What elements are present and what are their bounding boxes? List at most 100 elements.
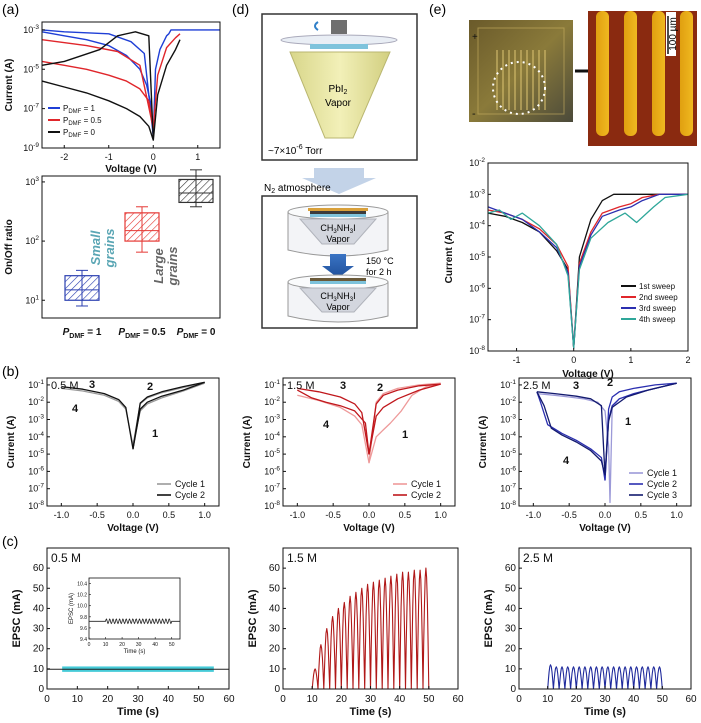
b-1.5M-xtick-label: 0.5 (399, 510, 412, 520)
film-layer-1 (310, 211, 366, 214)
b-0.5M-series-3 (132, 381, 205, 450)
n2-label: N2 atmosphere (264, 183, 331, 195)
legend-label: PDMF = 1 (63, 104, 95, 115)
b-1.5M-ytick-label: 10-5 (264, 448, 280, 459)
chart-e-iv: -1 0 1 2 10-8 10-7 10-6 10-5 10-4 10-3 10-2 Voltage… (444, 157, 691, 380)
anneal-temperature: 150 °C (366, 256, 394, 266)
b-2.5M-ytick-label: 10-7 (500, 483, 516, 494)
b-1.5M-xtick-label: -1.0 (290, 510, 306, 520)
scale-bar-label: 100 µm (668, 17, 679, 51)
b-2.5M-ytick-label: 10-5 (500, 448, 516, 459)
b-1.5M-ytick-label: 10-7 (264, 483, 280, 494)
sweep-number: 2 (147, 381, 153, 393)
box-category-label: PDMF = 0.5 (118, 327, 166, 340)
annotation-small: Small (88, 230, 103, 265)
c-0.5M-xtick-label: 50 (193, 694, 205, 705)
e-iv-ytick-label: 10-4 (469, 220, 485, 231)
e-iv-ytick-label: 10-6 (469, 282, 485, 293)
b-2.5M-xtick-label: 0.0 (599, 510, 612, 520)
inset-xtick-label: 20 (119, 642, 125, 648)
inset-ytick-label: 9.8 (80, 615, 87, 621)
c-1.5M-ytick-label: 20 (269, 644, 281, 655)
inset-xtick-label: 0 (88, 642, 91, 648)
inset-ylabel: EPSC (mA) (69, 593, 75, 624)
micrograph-finger-3 (652, 11, 665, 136)
panel-label-d: (d) (232, 1, 249, 17)
inset-trace (89, 618, 180, 625)
b-2.5M-ytick-label: 10-2 (500, 396, 516, 407)
b-2.5M-xtick-label: 1.0 (670, 510, 683, 520)
e-iv-ytick-label: 10-2 (469, 157, 485, 168)
device-electrodes (496, 50, 546, 110)
b-1.5M-series-2 (297, 383, 441, 455)
b-1.5M-xlabel: Voltage (V) (343, 523, 394, 534)
annotation-grains-2: grains (165, 246, 180, 286)
c-2.5M-ylabel: EPSC (mA) (483, 589, 495, 647)
a-bottom-ytick-label: 103 (25, 176, 39, 187)
a-top-ytick-label: 10-7 (23, 103, 39, 114)
c-1.5M-xtick-label: 30 (365, 694, 377, 705)
b-2.5M-xtick-label: 0.5 (635, 510, 648, 520)
a-top-series-4 (41, 39, 181, 141)
b-1.5M-ytick-label: 10-3 (264, 414, 280, 425)
selected-area-circle (492, 61, 546, 115)
c-2.5M-xtick-label: 10 (542, 694, 554, 705)
e-iv-ytick-label: 10-7 (469, 314, 485, 325)
c-0.5M-xtick-label: 20 (102, 694, 114, 705)
b-2.5M-series-2 (604, 382, 677, 481)
sweep-number: 2 (377, 382, 383, 394)
b-0.5M-series-2 (61, 381, 205, 450)
a-bottom-ytick-label: 101 (25, 294, 39, 305)
c-1.5M-xtick-label: 50 (423, 694, 435, 705)
legend-label: Cycle 2 (647, 479, 677, 489)
b-1.5M-ytick-label: 10-1 (264, 379, 280, 390)
sweep-number: 1 (402, 429, 408, 441)
c-0.5M-xtick-label: 0 (44, 694, 50, 705)
stage-holder (331, 20, 347, 34)
b-1.5M-ytick-label: 10-6 (264, 465, 280, 476)
legend-label: Cycle 2 (411, 490, 441, 500)
b-0.5M-ytick-label: 10-5 (28, 448, 44, 459)
b-0.5M-ytick-label: 10-1 (28, 379, 44, 390)
c-1.5M-ytick-label: 0 (274, 684, 280, 695)
c-0.5M-xlabel: Time (s) (117, 706, 159, 718)
c-0.5M-ytick-label: 60 (33, 563, 45, 574)
legend-label: Cycle 3 (647, 490, 677, 500)
rotating-stage (280, 34, 398, 46)
substrate-1 (310, 214, 366, 217)
c-2.5M-xtick-label: 60 (685, 694, 697, 705)
a-bottom-frame (41, 175, 221, 319)
concentration-tag: 0.5 M (51, 551, 81, 565)
b-1.5M-xtick-label: 1.0 (434, 510, 447, 520)
mai-vapor-cone-2 (298, 287, 378, 313)
inset-frame (88, 577, 181, 640)
b-2.5M-ytick-label: 10-6 (500, 465, 516, 476)
b-0.5M-xlabel: Voltage (V) (107, 523, 158, 534)
a-top-xtick-label: -2 (60, 152, 68, 162)
legend-label: 3rd sweep (639, 304, 676, 313)
a-bottom-ylabel: On/Off ratio (4, 219, 15, 275)
a-top-ytick-label: 10-9 (23, 142, 39, 153)
sweep-number: 4 (72, 403, 79, 415)
b-2.5M-xtick-label: -0.5 (561, 510, 577, 520)
c-2.5M-ytick-label: 60 (505, 563, 517, 574)
e-iv-series-3 (487, 193, 689, 349)
micrograph-finger-2 (624, 11, 637, 136)
c-0.5M-ytick-label: 20 (33, 644, 45, 655)
b-0.5M-ytick-label: 10-3 (28, 414, 44, 425)
c-0.5M-ylabel: EPSC (mA) (11, 589, 23, 647)
b-0.5M-ytick-label: 10-4 (28, 431, 44, 442)
c-0.5M-xtick-label: 40 (163, 694, 175, 705)
e-iv-ytick-label: 10-8 (469, 345, 485, 356)
legend-label: PDMF = 0.5 (63, 116, 102, 127)
c-2.5M-xtick-label: 30 (599, 694, 611, 705)
c-1.5M-ylabel: EPSC (mA) (247, 589, 259, 647)
panel-label-e: (e) (429, 1, 446, 17)
sweep-number: 1 (625, 416, 631, 428)
chart-b-0.5M: -1.0 -0.5 0.0 0.5 1.0 10-8 10-7 10-6 10-5 10-4 10-… (6, 377, 220, 534)
c-0.5M-xtick-label: 10 (72, 694, 84, 705)
b-0.5M-series-0 (61, 382, 205, 447)
